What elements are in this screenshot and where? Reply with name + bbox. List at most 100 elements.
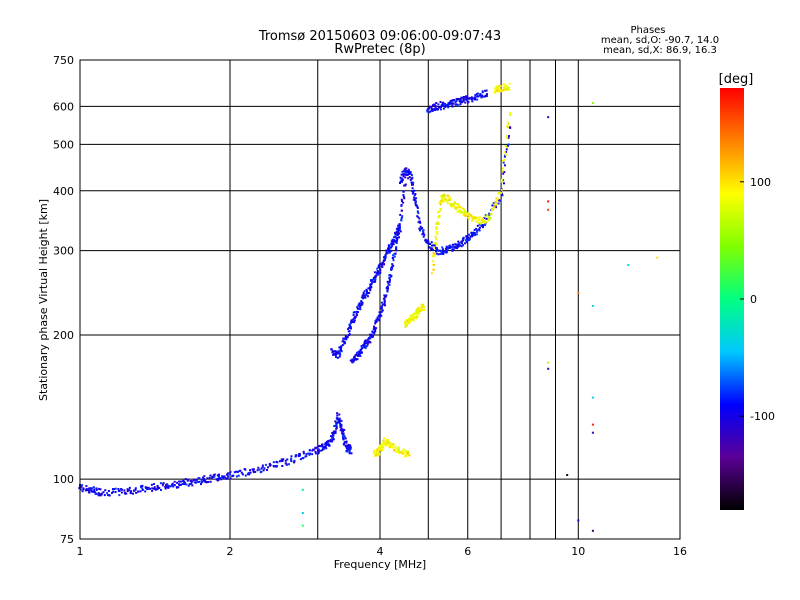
data-point	[477, 92, 479, 95]
data-point	[292, 460, 295, 463]
data-point	[293, 459, 296, 462]
data-point	[464, 211, 467, 214]
data-point	[382, 440, 385, 443]
data-point	[439, 209, 442, 212]
data-point	[147, 488, 150, 490]
data-point	[164, 485, 167, 488]
data-point	[383, 301, 386, 304]
data-point	[317, 451, 320, 454]
data-point	[78, 487, 81, 490]
data-point	[221, 475, 224, 478]
data-point	[345, 441, 348, 444]
data-point	[419, 309, 422, 312]
data-point	[455, 207, 458, 210]
data-point	[440, 249, 443, 252]
data-point	[412, 319, 415, 322]
data-point	[445, 200, 448, 203]
data-point	[477, 95, 480, 98]
data-point	[428, 107, 431, 110]
data-point	[413, 199, 416, 202]
data-point	[370, 333, 373, 336]
data-point	[361, 303, 364, 306]
data-point	[236, 470, 239, 473]
data-point	[281, 465, 284, 467]
data-point	[383, 303, 386, 305]
data-point	[172, 485, 175, 488]
data-point	[442, 252, 445, 255]
x-tick-label: 4	[377, 545, 384, 558]
data-point	[412, 181, 415, 184]
data-point	[334, 353, 337, 356]
data-point	[322, 447, 325, 450]
data-point	[314, 452, 317, 455]
data-point	[405, 173, 408, 176]
data-point	[374, 322, 377, 325]
data-point	[410, 174, 413, 177]
data-point	[134, 487, 137, 490]
data-point	[414, 193, 417, 195]
data-point	[444, 102, 446, 105]
data-point	[506, 144, 509, 147]
data-point	[452, 245, 455, 248]
data-point	[437, 222, 440, 225]
data-point	[388, 280, 391, 283]
y-axis-label: Stationary phase Virtual Height [km]	[37, 199, 50, 401]
data-point	[356, 314, 359, 317]
data-point	[547, 208, 550, 211]
data-point	[473, 217, 475, 220]
data-point	[438, 106, 440, 109]
data-point	[373, 449, 376, 452]
data-point	[97, 494, 100, 497]
data-point	[505, 151, 507, 153]
data-point	[149, 487, 151, 490]
data-point	[320, 445, 323, 448]
data-point	[494, 87, 497, 90]
data-point	[368, 336, 371, 338]
data-point	[335, 426, 338, 429]
data-point	[481, 94, 484, 97]
data-point	[416, 206, 419, 209]
y-tick-label: 750	[53, 54, 74, 67]
data-point	[343, 428, 346, 431]
data-point	[342, 430, 345, 433]
data-point	[381, 301, 384, 304]
data-point	[221, 477, 224, 480]
data-point	[331, 438, 334, 441]
data-point	[144, 490, 147, 493]
data-point	[591, 423, 594, 426]
data-point	[216, 474, 219, 477]
phases-stat-x: mean, sd,X: 86.9, 16.3	[603, 45, 717, 56]
data-point	[375, 318, 378, 321]
data-point	[402, 195, 405, 198]
data-point	[357, 354, 360, 357]
data-point	[503, 159, 506, 161]
data-point	[334, 430, 337, 433]
data-point	[94, 492, 97, 495]
data-point	[483, 217, 486, 219]
data-point	[191, 484, 194, 487]
data-point	[335, 422, 338, 425]
data-point	[392, 257, 394, 260]
data-point	[481, 95, 484, 98]
data-point	[421, 227, 424, 229]
data-point	[369, 286, 372, 289]
data-point	[377, 266, 380, 269]
data-point	[176, 486, 179, 489]
data-point	[433, 242, 436, 245]
data-point	[363, 346, 365, 349]
data-point	[455, 99, 458, 102]
data-point	[160, 489, 162, 491]
data-point	[381, 449, 384, 452]
data-point	[495, 206, 497, 209]
data-point	[367, 340, 370, 343]
data-point	[366, 344, 369, 347]
data-point	[247, 471, 250, 474]
data-point	[417, 216, 420, 219]
data-point	[439, 101, 442, 103]
data-point	[423, 308, 425, 311]
data-point	[445, 247, 448, 250]
data-point	[468, 238, 471, 241]
data-point	[267, 466, 269, 469]
data-point	[332, 353, 335, 355]
data-point	[431, 108, 434, 111]
